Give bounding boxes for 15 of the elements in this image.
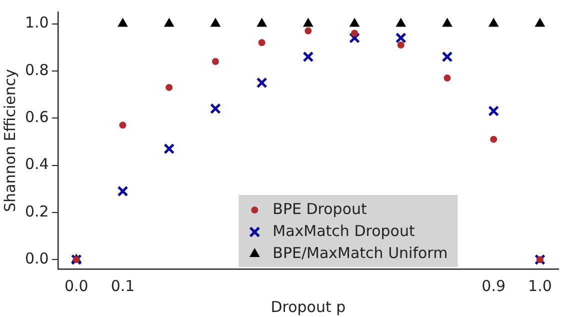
x-tick-label: 0.1 (110, 276, 135, 295)
legend-label: BPE Dropout (272, 200, 368, 218)
x-tick-label: 1.0 (528, 276, 552, 295)
legend-label: BPE/MaxMatch Uniform (272, 244, 448, 262)
x-axis-title: Dropout p (270, 298, 346, 316)
y-tick-label: 0.2 (24, 202, 49, 220)
legend-label: MaxMatch Dropout (272, 222, 415, 240)
y-tick-label: 1.0 (24, 14, 49, 32)
x-tick-label: 0.0 (64, 276, 88, 295)
y-tick-label: 0.8 (24, 60, 49, 79)
y-tick-label: 0.6 (24, 108, 49, 126)
y-tick-label: 0.0 (24, 249, 49, 268)
y-axis-title: Shannon Efficiency (0, 68, 19, 212)
x-tick-label: 0.9 (482, 276, 506, 295)
y-tick-label: 0.4 (24, 155, 49, 174)
